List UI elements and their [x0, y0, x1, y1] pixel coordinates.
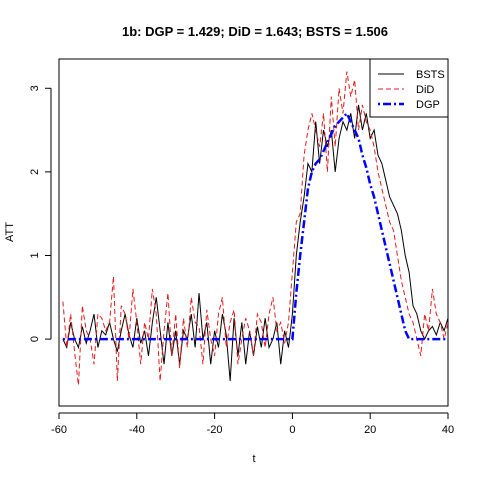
x-tick-label: -60 — [51, 424, 67, 436]
y-tick-label: 0 — [29, 336, 41, 342]
x-axis: -60 -40 -20 0 20 40 — [51, 412, 454, 436]
y-axis-label: ATT — [4, 222, 16, 242]
series-line-dgp — [62, 111, 448, 341]
chart-title: 1b: DGP = 1.429; DiD = 1.643; BSTS = 1.5… — [122, 24, 388, 39]
legend: BSTS DiD DGP — [369, 58, 449, 118]
x-tick-label: -20 — [207, 424, 223, 436]
x-tick-label: -40 — [129, 424, 145, 436]
series-layer — [62, 71, 449, 386]
legend-box — [369, 58, 449, 118]
y-tick-label: 3 — [29, 85, 41, 91]
x-tick-label: 0 — [289, 424, 295, 436]
x-axis-label: t — [252, 453, 255, 465]
y-tick-label: 1 — [29, 252, 41, 258]
plot-frame — [58, 58, 449, 407]
legend-label-did: DiD — [416, 84, 434, 96]
y-axis: 0 1 2 3 — [29, 85, 52, 342]
series-line-bsts — [62, 104, 449, 381]
legend-label-bsts: BSTS — [416, 69, 445, 81]
legend-label-dgp: DGP — [416, 99, 440, 111]
x-tick-label: 40 — [442, 424, 454, 436]
y-tick-label: 2 — [29, 169, 41, 175]
x-tick-label: 20 — [364, 424, 376, 436]
series-line-did — [62, 71, 449, 386]
